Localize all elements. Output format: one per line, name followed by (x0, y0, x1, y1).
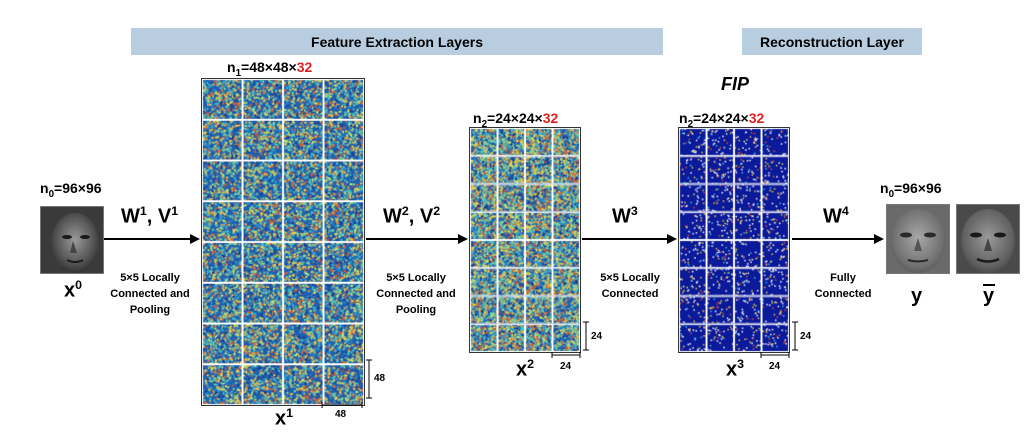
var-x2: x2 (516, 357, 535, 381)
op-label-4: Fully Connected (814, 272, 872, 300)
input-face-image (40, 206, 104, 274)
reconstruction-banner: Reconstruction Layer (742, 28, 922, 55)
weight-w1-v1: W1, V1 (121, 204, 179, 228)
feature-maps-x1 (201, 78, 365, 406)
weight-w3: W3 (612, 204, 638, 228)
output-face-y-image (886, 204, 950, 274)
reconstruction-label: Reconstruction Layer (760, 33, 904, 50)
scale-bracket-24-x2 (551, 321, 589, 358)
fip-label: FIP (721, 74, 750, 94)
scale-24-vertical-x3: 24 (800, 331, 812, 342)
feature-extraction-banner: Feature Extraction Layers (131, 28, 663, 55)
var-x1: x1 (275, 406, 294, 430)
scale-24-horizontal-x2: 24 (560, 361, 572, 372)
ground-truth-face-image (956, 204, 1020, 274)
n2-fip-dim: n2=24×24×32 (679, 110, 765, 130)
var-x3: x3 (726, 357, 745, 381)
n0-input-dim: n0=96×96 (40, 180, 102, 200)
weight-w4: W4 (823, 204, 849, 228)
var-x0: x0 (64, 278, 83, 302)
op-label-2: 5×5 Locally Connected and Pooling (376, 272, 456, 316)
fip-maps-x3 (678, 127, 790, 353)
op-label-1: 5×5 Locally Connected and Pooling (110, 272, 190, 316)
feature-maps-x2 (469, 127, 581, 353)
scale-bracket-48 (321, 359, 372, 408)
scale-bracket-24-x3 (760, 321, 798, 358)
scale-24-horizontal-x3: 24 (769, 361, 781, 372)
op-label-3: 5×5 Locally Connected (600, 272, 660, 300)
n1-dim: n1=48×48×32 (227, 59, 313, 79)
feature-extraction-label: Feature Extraction Layers (311, 33, 483, 50)
scale-48-vertical: 48 (374, 373, 386, 384)
var-ybar: y (983, 285, 995, 307)
weight-w2-v2: W2, V2 (383, 204, 441, 228)
n2-dim: n2=24×24×32 (473, 110, 559, 130)
scale-24-vertical-x2: 24 (591, 331, 603, 342)
scale-48-horizontal: 48 (335, 409, 347, 420)
n0-output-dim: n0=96×96 (880, 180, 942, 200)
var-y: y (911, 285, 923, 307)
